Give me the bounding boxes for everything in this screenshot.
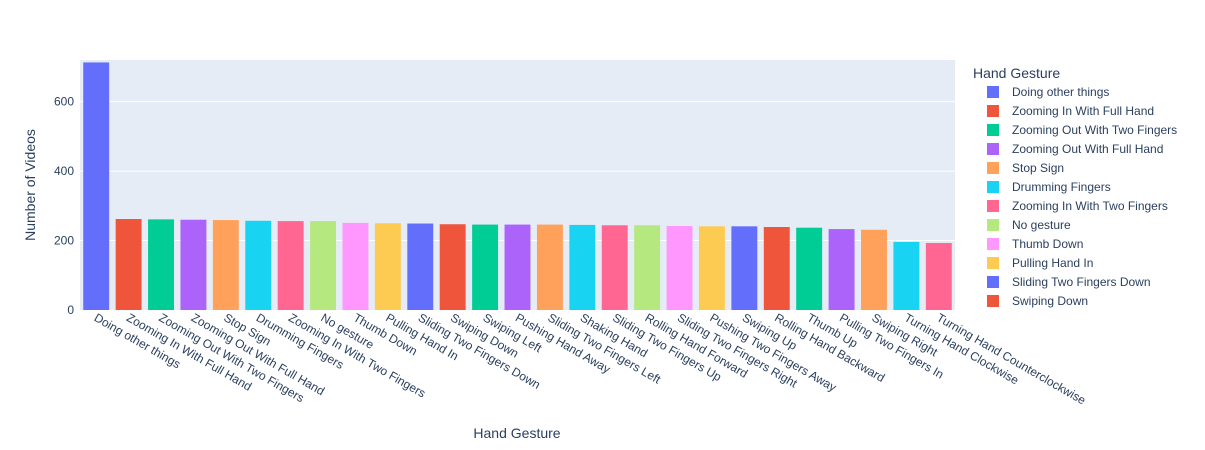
legend-swatch[interactable] — [987, 86, 999, 98]
bar — [893, 241, 920, 310]
bar — [763, 227, 790, 310]
legend-entry[interactable]: Swiping Down — [1012, 294, 1088, 308]
bar — [180, 219, 207, 310]
bar — [472, 224, 499, 310]
bar — [277, 221, 304, 310]
bar — [504, 224, 531, 310]
bar — [407, 223, 434, 310]
bar — [439, 224, 466, 310]
bar — [374, 223, 401, 310]
bar — [796, 227, 823, 310]
legend-swatch[interactable] — [987, 181, 999, 193]
bar — [148, 219, 174, 310]
bar — [861, 229, 887, 310]
bar — [634, 225, 661, 310]
legend-entry[interactable]: Sliding Two Fingers Down — [1012, 275, 1151, 289]
bar — [698, 226, 725, 310]
x-tick-label: Turning Hand Counterclockwise — [934, 310, 1088, 407]
bar — [569, 224, 596, 310]
bar — [115, 219, 142, 310]
bar — [212, 220, 239, 310]
legend-entry[interactable]: Pulling Hand In — [1012, 256, 1093, 270]
bar — [828, 229, 855, 310]
legend: Hand Gesture Doing other things Zooming I… — [973, 65, 1177, 308]
x-axis-title: Hand Gesture — [473, 425, 560, 441]
legend-entry[interactable]: Zooming Out With Two Fingers — [1012, 123, 1177, 137]
legend-title: Hand Gesture — [973, 65, 1060, 81]
legend-entry[interactable]: Zooming In With Two Fingers — [1012, 199, 1168, 213]
bar — [601, 225, 628, 310]
bar — [536, 224, 563, 310]
bar — [83, 62, 110, 310]
y-tick-labels: 0 200 400 600 — [54, 95, 74, 317]
legend-swatch[interactable] — [987, 257, 999, 269]
legend-swatch[interactable] — [987, 105, 999, 117]
y-tick-label: 600 — [54, 95, 74, 109]
legend-swatch[interactable] — [987, 219, 999, 231]
legend-swatch[interactable] — [987, 162, 999, 174]
bar — [731, 226, 758, 310]
bars — [83, 62, 952, 310]
y-tick-label: 200 — [54, 234, 74, 248]
legend-entry[interactable]: Stop Sign — [1012, 161, 1064, 175]
legend-swatch[interactable] — [987, 295, 999, 307]
bar — [310, 221, 337, 310]
legend-entry[interactable]: Thumb Down — [1012, 237, 1083, 251]
legend-swatch[interactable] — [987, 276, 999, 288]
legend-entry[interactable]: Drumming Fingers — [1012, 180, 1111, 194]
y-tick-label: 400 — [54, 164, 74, 178]
legend-entry[interactable]: No gesture — [1012, 218, 1071, 232]
legend-entry[interactable]: Doing other things — [1012, 85, 1109, 99]
legend-entry[interactable]: Zooming Out With Full Hand — [1012, 142, 1163, 156]
bar — [666, 225, 693, 310]
bar — [925, 242, 952, 310]
bar — [245, 220, 272, 310]
y-axis-title: Number of Videos — [22, 129, 38, 241]
y-tick-label: 0 — [67, 303, 74, 317]
legend-swatch[interactable] — [987, 143, 999, 155]
legend-entry[interactable]: Zooming In With Full Hand — [1012, 104, 1154, 118]
legend-swatch[interactable] — [987, 238, 999, 250]
legend-swatch[interactable] — [987, 200, 999, 212]
legend-swatch[interactable] — [987, 124, 999, 136]
bar — [342, 222, 369, 310]
